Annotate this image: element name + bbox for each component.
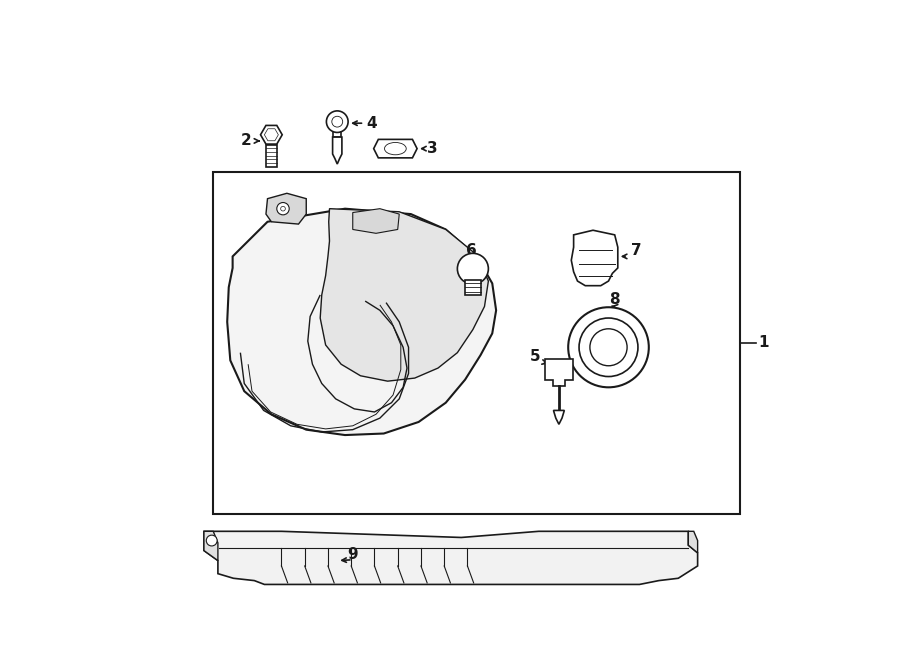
Ellipse shape [384, 143, 406, 155]
Text: 8: 8 [609, 292, 620, 307]
Polygon shape [353, 209, 400, 233]
Text: 1: 1 [758, 335, 769, 350]
Polygon shape [333, 137, 342, 164]
Text: 6: 6 [466, 243, 477, 258]
Polygon shape [545, 359, 573, 386]
Polygon shape [266, 145, 277, 167]
Polygon shape [266, 193, 306, 224]
Polygon shape [465, 280, 481, 295]
Polygon shape [688, 531, 698, 553]
Circle shape [281, 206, 285, 211]
Text: 2: 2 [240, 134, 251, 149]
Text: 9: 9 [347, 547, 358, 562]
Polygon shape [204, 531, 218, 561]
Bar [213, 172, 740, 514]
Circle shape [457, 253, 489, 284]
Circle shape [590, 329, 627, 366]
Text: 5: 5 [529, 349, 540, 364]
Polygon shape [554, 410, 564, 424]
Polygon shape [572, 230, 617, 286]
Polygon shape [204, 531, 698, 584]
Polygon shape [227, 209, 496, 435]
Circle shape [206, 535, 217, 546]
Circle shape [332, 116, 343, 127]
Polygon shape [374, 139, 417, 158]
Circle shape [327, 111, 348, 132]
Text: 3: 3 [428, 141, 438, 156]
Circle shape [579, 318, 638, 377]
Circle shape [277, 202, 289, 215]
Text: 7: 7 [631, 243, 642, 258]
Polygon shape [320, 209, 489, 381]
Circle shape [568, 307, 649, 387]
Text: 4: 4 [366, 116, 377, 131]
